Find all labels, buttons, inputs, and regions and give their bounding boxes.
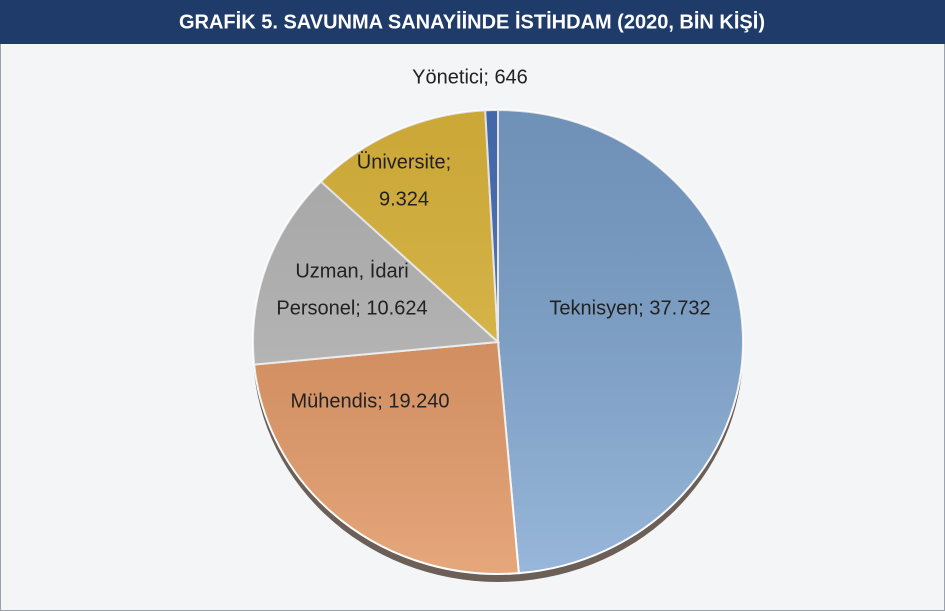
data-label: Teknisyen; 37.732 [549, 297, 710, 319]
chart-title: GRAFİK 5. SAVUNMA SANAYİİNDE İSTİHDAM (2… [179, 10, 765, 33]
data-label: Uzman, İdari [295, 259, 408, 282]
data-label: Üniversite; [357, 151, 451, 173]
data-label: Personel; 10.624 [276, 297, 427, 319]
title-bar [0, 0, 945, 44]
data-label: Mühendis; 19.240 [290, 390, 449, 412]
data-label: 9.324 [379, 188, 429, 210]
data-label: Yönetici; 646 [412, 66, 528, 88]
